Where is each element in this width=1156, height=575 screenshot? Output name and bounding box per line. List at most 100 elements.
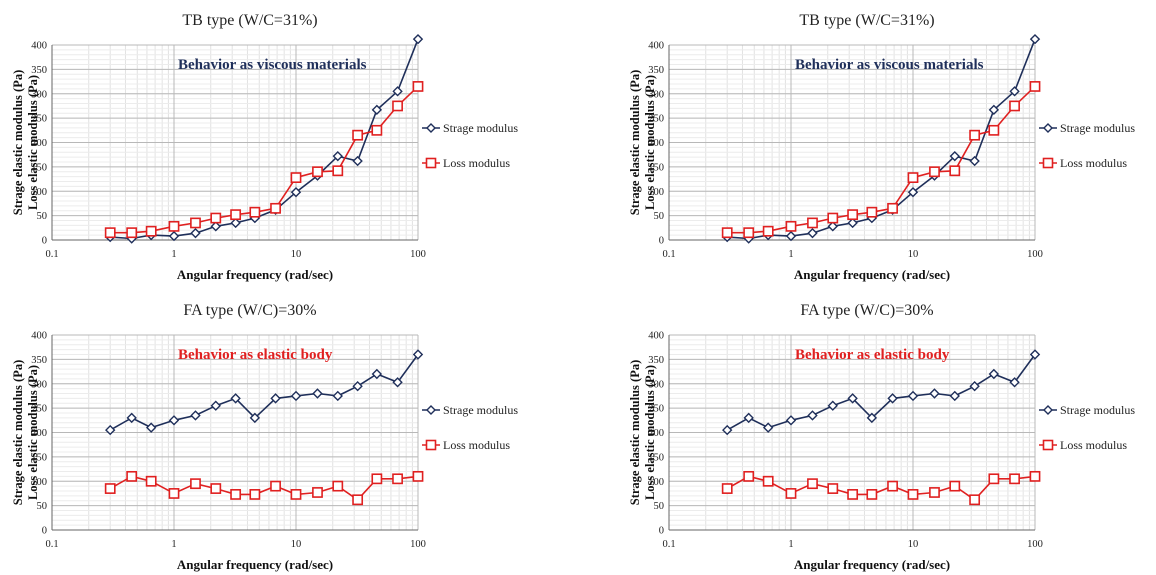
data-point-storage [827,221,838,232]
data-point-loss [807,217,818,229]
data-point-storage [907,390,919,402]
data-point-storage [210,400,221,411]
y-axis-label-storage: Strage elastic modulus (Pa) [628,70,642,215]
chart-annotation: Behavior as viscous materials [795,57,984,73]
y-tick-label: 0 [42,236,47,247]
data-point-storage [145,422,157,433]
data-point-storage [332,150,343,162]
y-tick-label: 150 [31,162,47,173]
chart-title: TB type (W/C=31%) [182,12,317,29]
data-point-loss [352,494,364,506]
data-point-storage [352,380,363,392]
chart-title: TB type (W/C=31%) [799,12,934,29]
y-tick-label: 0 [659,526,664,537]
data-point-storage [1029,33,1041,45]
y-tick-label: 350 [31,355,47,366]
data-point-loss [371,473,383,485]
legend-marker-loss [1042,157,1054,169]
y-tick-label: 200 [648,428,664,439]
data-point-loss [847,489,859,500]
x-tick-label: 1 [788,539,793,550]
data-point-storage [743,412,754,424]
data-point-loss [969,494,981,506]
data-point-storage [312,388,323,399]
series-line-loss [109,475,419,501]
data-point-loss [371,124,383,136]
data-point-loss [949,165,961,177]
x-tick-label: 0.1 [662,539,675,550]
data-point-storage [270,393,281,404]
data-point-storage [230,217,241,229]
y-tick-label: 50 [37,501,48,512]
y-tick-label: 250 [31,404,47,415]
y-tick-label: 250 [648,114,664,125]
data-point-storage [1029,349,1041,360]
data-point-loss [290,172,302,183]
data-point-loss [1029,81,1041,92]
x-tick-label: 10 [291,539,302,550]
y-tick-label: 300 [648,89,664,100]
series-line-storage [726,354,1036,431]
legend-label-storage: Strage modulus [443,121,518,135]
data-point-loss [312,166,323,178]
y-tick-label: 150 [648,162,664,173]
data-point-loss [866,489,878,500]
data-point-loss [190,217,201,229]
data-point-loss [827,483,839,494]
data-point-storage [907,187,919,198]
data-point-loss [929,166,940,178]
series-line-loss [110,85,419,234]
data-point-storage [105,424,116,436]
data-point-loss [392,473,403,485]
data-point-storage [988,368,1000,380]
data-point-storage [929,388,940,399]
y-tick-label: 200 [648,138,664,149]
data-point-storage [392,86,403,97]
data-point-loss [352,129,364,141]
data-point-loss [270,202,281,214]
data-point-loss [230,209,242,221]
y-tick-label: 300 [31,379,47,390]
data-point-storage [412,33,424,45]
data-point-storage [969,155,980,167]
y-tick-label: 400 [648,41,664,52]
data-point-loss [743,227,755,239]
data-point-loss [887,202,898,214]
series-line-storage [109,354,419,431]
chart-panel-right-1: 0 50 100 150 200 250 300 350 400 0.1 1 10 100 FA type… [628,302,1135,572]
data-point-loss [270,480,281,492]
data-point-storage [230,393,241,404]
legend-label-storage: Strage modulus [1060,121,1135,135]
legend-label-loss: Loss modulus [443,438,510,452]
data-point-storage [866,412,878,424]
y-tick-label: 400 [648,331,664,342]
x-tick-label: 0.1 [45,249,58,260]
data-point-storage [949,150,960,162]
legend-marker-storage [1043,405,1053,415]
y-tick-label: 100 [31,187,47,198]
y-tick-label: 50 [654,211,665,222]
data-point-loss [907,172,919,183]
data-point-loss [249,489,261,500]
data-point-loss [412,81,424,92]
data-point-loss [290,489,302,500]
series-line-storage [110,38,419,240]
x-axis-label: Angular frequency (rad/sec) [794,267,950,282]
data-point-storage [332,390,343,402]
chart-annotation: Behavior as elastic body [795,347,950,363]
data-point-loss [743,470,755,482]
y-axis-label-loss: Loss elastic modulus (Pa) [26,75,40,210]
data-point-storage [1009,86,1020,97]
data-point-loss [827,212,839,224]
data-point-loss [1009,100,1020,112]
data-point-storage [371,368,383,380]
data-point-loss [807,478,818,490]
legend-label-storage: Strage modulus [443,403,518,417]
chart-panel-right-0: 0 50 100 150 200 250 300 350 400 0.1 1 10 100 TB type… [628,12,1135,282]
data-point-loss [210,483,222,494]
y-axis-label-loss: Loss elastic modulus (Pa) [643,75,657,210]
data-point-storage [290,390,302,402]
chart-panel-left-1: 0 50 100 150 200 250 300 350 400 0.1 1 10 100 FA type… [11,302,518,572]
data-point-loss [104,227,116,239]
